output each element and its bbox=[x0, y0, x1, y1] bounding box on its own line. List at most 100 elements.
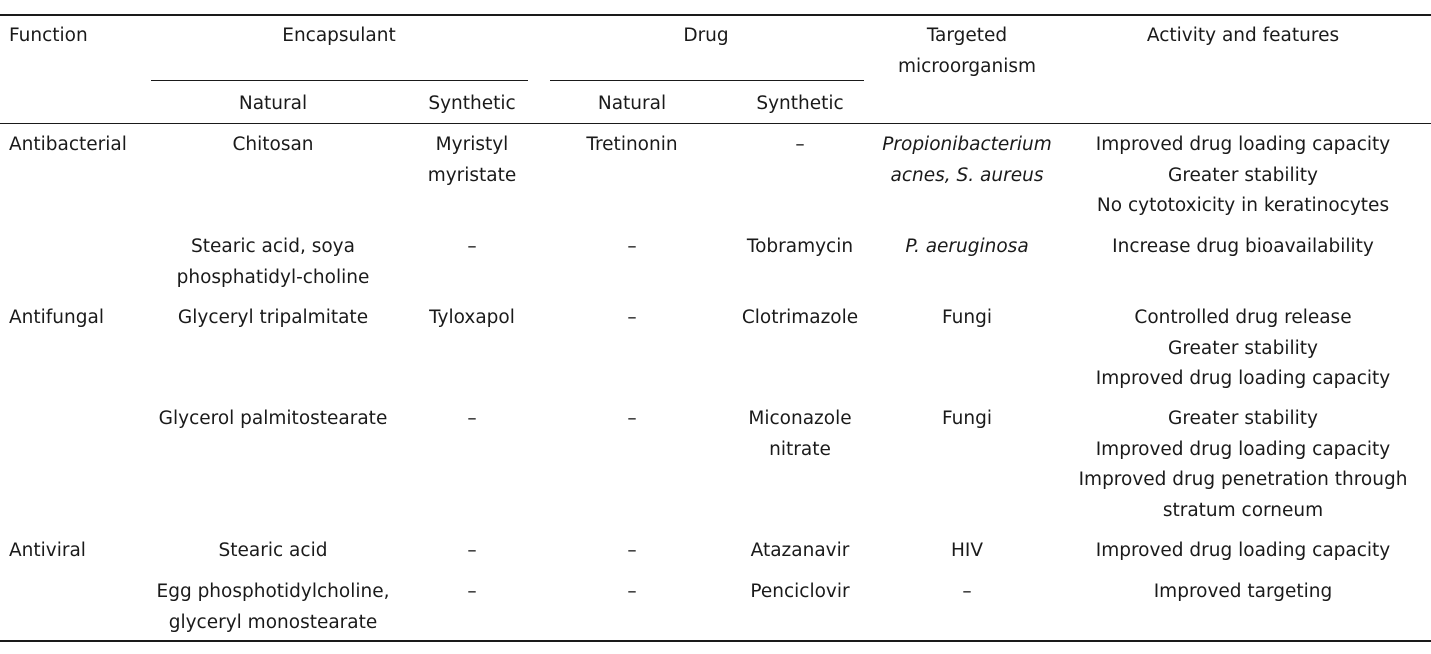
header-bottom-rule bbox=[0, 123, 1431, 124]
cell-line: – bbox=[627, 540, 637, 561]
cell-target: P. aeruginosa bbox=[905, 232, 1028, 263]
cell-line: Greater stability bbox=[1168, 408, 1318, 429]
cell-enc-synthetic: – bbox=[467, 577, 476, 608]
cell-line: Myristyl bbox=[435, 134, 509, 155]
cell-target: Fungi bbox=[942, 303, 992, 334]
cell-line: Atazanavir bbox=[750, 540, 850, 561]
cell-target: HIV bbox=[951, 536, 983, 567]
cell-drug-natural: – bbox=[627, 404, 636, 435]
cell-target: Fungi bbox=[942, 404, 992, 435]
cell-line: Improved drug loading capacity bbox=[1095, 368, 1391, 389]
cell-line: Chitosan bbox=[232, 134, 314, 155]
header-encapsulant-natural: Natural bbox=[238, 93, 308, 114]
cell-function: Antiviral bbox=[9, 540, 86, 561]
header-drug-synthetic: Synthetic bbox=[756, 93, 844, 114]
cell-line: Stearic acid, soya bbox=[191, 236, 355, 257]
top-rule bbox=[0, 14, 1431, 16]
cell-line: acnes, S. aureus bbox=[890, 164, 1044, 186]
cell-enc-synthetic: – bbox=[467, 404, 476, 435]
cell-line: Greater stability bbox=[1168, 337, 1318, 359]
cell-line: – bbox=[467, 408, 477, 429]
cell-drug-synthetic: Penciclovir bbox=[750, 577, 849, 608]
cell-line: Egg phosphotidylcholine, bbox=[156, 581, 390, 602]
cell-activity: Greater stability Improved drug loading c… bbox=[1079, 404, 1408, 526]
cell-target: Propionibacterium acnes, S. aureus bbox=[882, 130, 1052, 191]
cell-drug-natural: – bbox=[627, 577, 636, 608]
cell-line: phosphatidyl-choline bbox=[176, 266, 370, 288]
cell-line: HIV bbox=[950, 540, 984, 561]
cell-enc-natural: Chitosan bbox=[232, 130, 313, 161]
cell-line: P. aeruginosa bbox=[905, 236, 1029, 257]
cell-activity: Improved drug loading capacity bbox=[1096, 536, 1391, 567]
header-targeted-line-1: Targeted bbox=[926, 25, 1008, 46]
cell-line: Greater stability bbox=[1168, 164, 1318, 186]
cell-line: Stearic acid bbox=[218, 540, 328, 561]
cell-drug-synthetic: – bbox=[795, 130, 804, 161]
cell-enc-synthetic: Myristyl myristate bbox=[428, 130, 517, 191]
cell-enc-natural: Egg phosphotidylcholine, glyceryl monoste… bbox=[157, 577, 390, 638]
cell-line: Improved drug loading capacity bbox=[1095, 540, 1391, 561]
cell-line: – bbox=[962, 581, 972, 602]
cell-line: Tyloxapol bbox=[429, 307, 515, 328]
drug-rule bbox=[550, 80, 864, 81]
header-activity: Activity and features bbox=[1146, 25, 1340, 46]
header-targeted-line-2: microorganism bbox=[897, 55, 1037, 77]
cell-line: Propionibacterium bbox=[882, 134, 1052, 155]
cell-drug-natural: – bbox=[627, 303, 636, 334]
header-drug-natural: Natural bbox=[597, 93, 667, 114]
cell-line: Improved drug penetration through bbox=[1078, 469, 1408, 490]
cell-line: – bbox=[627, 408, 637, 429]
cell-line: Improved targeting bbox=[1153, 581, 1333, 602]
cell-enc-synthetic: – bbox=[467, 232, 476, 263]
cell-line: myristate bbox=[427, 164, 517, 186]
cell-drug-synthetic: Tobramycin bbox=[747, 232, 853, 263]
header-encapsulant-synthetic: Synthetic bbox=[428, 93, 516, 114]
cell-drug-natural: – bbox=[627, 232, 636, 263]
cell-enc-natural: Glycerol palmitostearate bbox=[159, 404, 388, 435]
cell-line: – bbox=[627, 307, 637, 328]
header-drug: Drug bbox=[683, 25, 729, 46]
cell-enc-synthetic: Tyloxapol bbox=[429, 303, 515, 334]
header-function: Function bbox=[9, 25, 88, 46]
cell-line: Tobramycin bbox=[746, 236, 854, 257]
header-encapsulant: Encapsulant bbox=[282, 25, 396, 46]
bottom-rule bbox=[0, 640, 1431, 642]
header-targeted-microorganism: Targeted microorganism bbox=[898, 21, 1036, 82]
cell-line: Clotrimazole bbox=[741, 307, 859, 328]
cell-line: nitrate bbox=[769, 438, 831, 460]
cell-line: Increase drug bioavailability bbox=[1112, 236, 1374, 257]
cell-line: Fungi bbox=[942, 307, 992, 328]
cell-function: Antibacterial bbox=[9, 134, 127, 155]
cell-line: No cytotoxicity in keratinocytes bbox=[1096, 195, 1390, 216]
cell-function: Antifungal bbox=[9, 307, 104, 328]
encapsulant-rule bbox=[151, 80, 528, 81]
cell-activity: Improved targeting bbox=[1154, 577, 1333, 608]
cell-line: Penciclovir bbox=[750, 581, 850, 602]
cell-line: – bbox=[795, 134, 805, 155]
cell-line: – bbox=[467, 581, 477, 602]
cell-line: Tretinonin bbox=[586, 134, 678, 155]
cell-line: – bbox=[467, 236, 477, 257]
cell-activity: Controlled drug release Greater stability… bbox=[1096, 303, 1391, 395]
cell-enc-natural: Stearic acid, soya phosphatidyl-choline bbox=[177, 232, 370, 293]
cell-activity: Improved drug loading capacity Greater st… bbox=[1096, 130, 1391, 222]
cell-line: Improved drug loading capacity bbox=[1095, 134, 1391, 155]
cell-line: Glyceryl tripalmitate bbox=[177, 307, 369, 328]
cell-drug-synthetic: Clotrimazole bbox=[742, 303, 858, 334]
cell-line: Fungi bbox=[942, 408, 992, 429]
cell-enc-synthetic: – bbox=[467, 536, 476, 567]
cell-activity: Increase drug bioavailability bbox=[1112, 232, 1374, 263]
cell-line: – bbox=[627, 581, 637, 602]
cell-line: Miconazole bbox=[748, 408, 852, 429]
cell-line: Glycerol palmitostearate bbox=[158, 408, 388, 429]
cell-line: – bbox=[467, 540, 477, 561]
cell-line: Controlled drug release bbox=[1134, 307, 1352, 328]
cell-drug-synthetic: Miconazole nitrate bbox=[748, 404, 851, 465]
cell-drug-synthetic: Atazanavir bbox=[751, 536, 850, 567]
cell-enc-natural: Stearic acid bbox=[219, 536, 328, 567]
cell-line: – bbox=[627, 236, 637, 257]
cell-drug-natural: Tretinonin bbox=[586, 130, 677, 161]
cell-drug-natural: – bbox=[627, 536, 636, 567]
cell-enc-natural: Glyceryl tripalmitate bbox=[178, 303, 368, 334]
cell-line: glyceryl monostearate bbox=[168, 611, 378, 633]
